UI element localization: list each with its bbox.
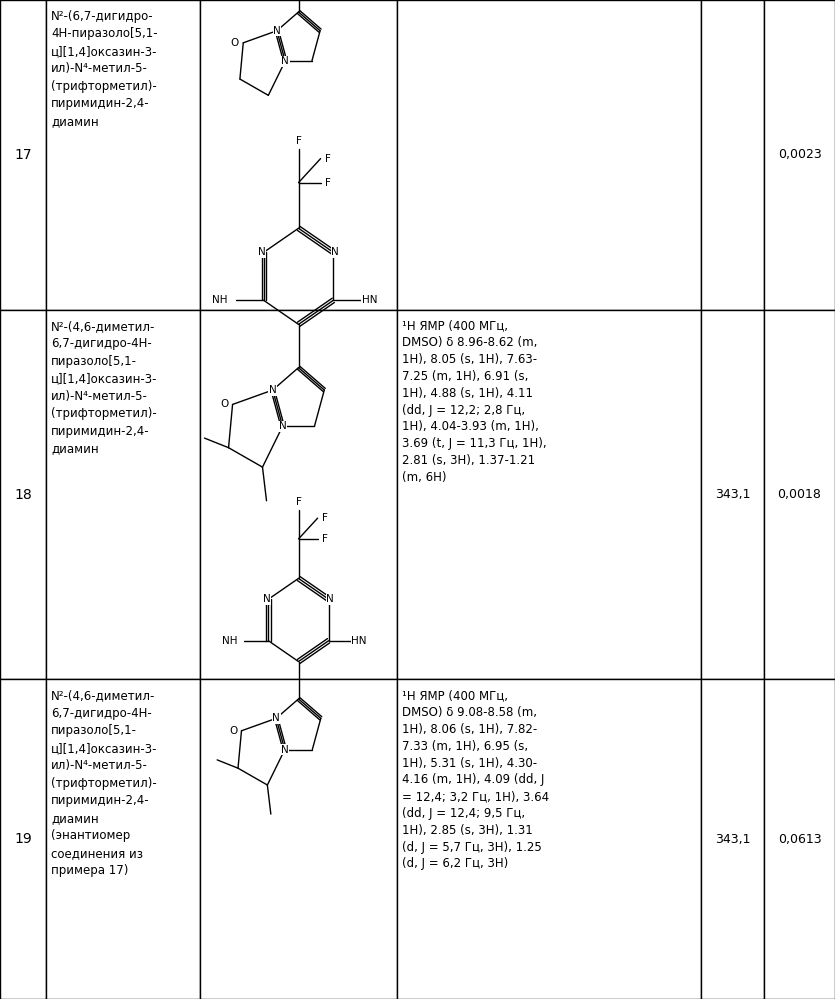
Text: O: O [220, 400, 229, 410]
Text: F: F [325, 154, 331, 164]
Bar [701, 310, 764, 679]
Text: N²-(4,6-диметил-
6,7-дигидро-4H-
пиразоло[5,1-
ц][1,4]оксазин-3-
ил)-N⁴-метил-5-: N²-(4,6-диметил- 6,7-дигидро-4H- пиразол… [51, 320, 158, 456]
Bar [397, 0, 701, 310]
Text: N²-(4,6-диметил-
6,7-дигидро-4H-
пиразоло[5,1-
ц][1,4]оксазин-3-
ил)-N⁴-метил-5-: N²-(4,6-диметил- 6,7-дигидро-4H- пиразол… [51, 689, 158, 877]
Bar [46, 0, 200, 310]
Text: O: O [229, 726, 237, 736]
Bar [0, 310, 46, 679]
Text: NH: NH [212, 296, 228, 306]
Text: ¹H ЯМР (400 МГц,
DMSO) δ 9.08-8.58 (m,
1H), 8.06 (s, 1H), 7.82-
7.33 (m, 1H), 6.: ¹H ЯМР (400 МГц, DMSO) δ 9.08-8.58 (m, 1… [402, 689, 549, 870]
Bar [397, 310, 701, 679]
Text: N: N [331, 248, 339, 258]
Text: N: N [279, 422, 286, 432]
Bar [200, 310, 397, 679]
Bar [46, 310, 200, 679]
Text: N: N [326, 594, 334, 604]
Bar [0, 0, 46, 310]
Text: 18: 18 [14, 488, 32, 501]
Text: ¹H ЯМР (400 МГц,
DMSO) δ 8.96-8.62 (m,
1H), 8.05 (s, 1H), 7.63-
7.25 (m, 1H), 6.: ¹H ЯМР (400 МГц, DMSO) δ 8.96-8.62 (m, 1… [402, 320, 546, 484]
Text: F: F [325, 178, 331, 188]
Bar [200, 679, 397, 999]
Text: 343,1: 343,1 [715, 488, 751, 501]
Bar [764, 0, 835, 310]
Text: 0,0613: 0,0613 [777, 832, 822, 846]
Text: 0,0018: 0,0018 [777, 488, 822, 501]
Text: F: F [296, 136, 301, 146]
Text: N: N [258, 248, 266, 258]
Bar [701, 679, 764, 999]
Text: N: N [273, 26, 281, 36]
Text: F: F [321, 533, 327, 543]
Text: O: O [230, 38, 239, 48]
Text: F: F [321, 513, 327, 523]
Text: 343,1: 343,1 [715, 832, 751, 846]
Bar [397, 679, 701, 999]
Bar [0, 679, 46, 999]
Text: N²-(6,7-дигидро-
4H-пиразоло[5,1-
ц][1,4]оксазин-3-
ил)-N⁴-метил-5-
(трифтормети: N²-(6,7-дигидро- 4H-пиразоло[5,1- ц][1,4… [51, 10, 158, 128]
Text: N: N [272, 713, 280, 723]
Bar [46, 679, 200, 999]
Text: N: N [281, 744, 289, 754]
Text: HN: HN [352, 635, 367, 645]
Bar [764, 679, 835, 999]
Bar [200, 0, 397, 310]
Text: NH: NH [221, 635, 237, 645]
Text: HN: HN [362, 296, 377, 306]
Bar [701, 0, 764, 310]
Text: 0,0023: 0,0023 [777, 148, 822, 162]
Text: N: N [263, 594, 271, 604]
Bar [764, 310, 835, 679]
Text: N: N [281, 56, 289, 66]
Text: N: N [269, 385, 276, 395]
Text: 19: 19 [14, 832, 32, 846]
Text: F: F [296, 497, 301, 506]
Text: 17: 17 [14, 148, 32, 162]
